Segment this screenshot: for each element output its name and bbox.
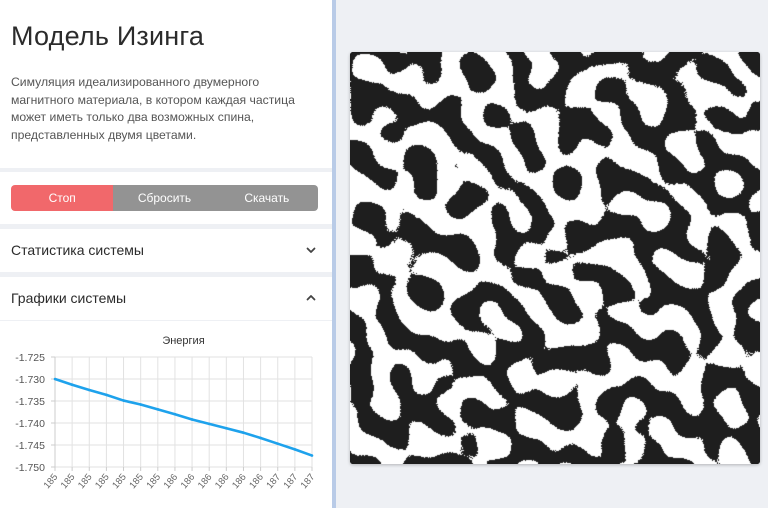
x-tick-label: 185 <box>76 472 95 491</box>
energy-data-point <box>105 393 108 397</box>
x-tick-label: 185 <box>42 472 61 491</box>
y-tick-label: -1.735 <box>15 396 45 408</box>
chart-title: Энергия <box>162 335 204 347</box>
charts-section-title: Графики системы <box>11 290 127 306</box>
x-tick-label: 186 <box>162 472 181 491</box>
x-tick-label: 186 <box>179 472 198 491</box>
x-tick-label: 186 <box>230 472 249 491</box>
energy-data-point <box>225 426 228 430</box>
y-tick-label: -1.740 <box>15 418 45 430</box>
energy-data-point <box>70 383 74 387</box>
x-tick-label: 187 <box>282 472 301 491</box>
x-tick-label: 185 <box>59 472 78 491</box>
energy-data-point <box>242 431 245 434</box>
x-tick-label: 186 <box>213 472 232 491</box>
energy-data-point <box>276 442 280 445</box>
y-tick-label: -1.725 <box>15 352 45 364</box>
intro-card: Модель Изинга Симуляция идеализированног… <box>0 0 332 168</box>
x-tick-label: 187 <box>299 472 318 491</box>
x-tick-label: 185 <box>127 472 146 491</box>
energy-data-point <box>310 454 314 457</box>
x-tick-label: 185 <box>144 472 163 491</box>
reset-button[interactable]: Сбросить <box>113 185 216 211</box>
energy-data-point <box>293 448 297 451</box>
x-tick-label: 185 <box>110 472 129 491</box>
energy-data-point <box>139 403 142 406</box>
x-tick-label: 185 <box>93 472 112 491</box>
y-tick-label: -1.730 <box>15 374 45 386</box>
energy-series-line <box>54 377 313 457</box>
page-title: Модель Изинга <box>11 21 205 51</box>
stop-button[interactable]: Стоп <box>11 185 114 211</box>
y-tick-label: -1.745 <box>15 440 45 452</box>
panel-divider[interactable] <box>332 0 336 508</box>
energy-chart: Энергия -1.725 -1.730 -1.735 -1.740 -1.745 -1.… <box>15 335 318 491</box>
energy-data-point <box>122 399 125 402</box>
charts-section-header[interactable]: Графики системы <box>0 277 332 320</box>
controls-card: Стоп Сбросить Скачать <box>0 172 332 224</box>
description: Симуляция идеализированного двумерного м… <box>11 75 295 142</box>
stats-section-header[interactable]: Статистика системы <box>0 229 332 272</box>
x-tick-label: 186 <box>196 472 215 491</box>
energy-data-point <box>156 408 160 411</box>
lattice-canvas-wrapper <box>350 52 760 464</box>
chevron-down-icon <box>306 247 316 253</box>
ising-lattice-canvas[interactable] <box>350 52 760 464</box>
energy-data-point <box>53 377 57 381</box>
energy-chart-card: Энергия -1.725 -1.730 -1.735 -1.740 -1.745 -1.… <box>0 321 332 508</box>
sidebar: Модель Изинга Симуляция идеализированног… <box>0 0 332 508</box>
energy-data-point <box>207 422 211 426</box>
energy-data-point <box>87 388 91 392</box>
stats-section-title: Статистика системы <box>11 242 144 258</box>
energy-data-point <box>190 418 194 421</box>
x-tick-label: 186 <box>247 472 266 491</box>
x-tick-label: 187 <box>264 472 283 491</box>
y-tick-label: -1.750 <box>15 462 45 474</box>
download-button[interactable]: Скачать <box>215 185 318 211</box>
chevron-up-icon <box>306 295 316 301</box>
energy-data-point <box>259 436 262 440</box>
energy-data-point <box>173 412 177 416</box>
control-button-group: Стоп Сбросить Скачать <box>11 185 318 211</box>
